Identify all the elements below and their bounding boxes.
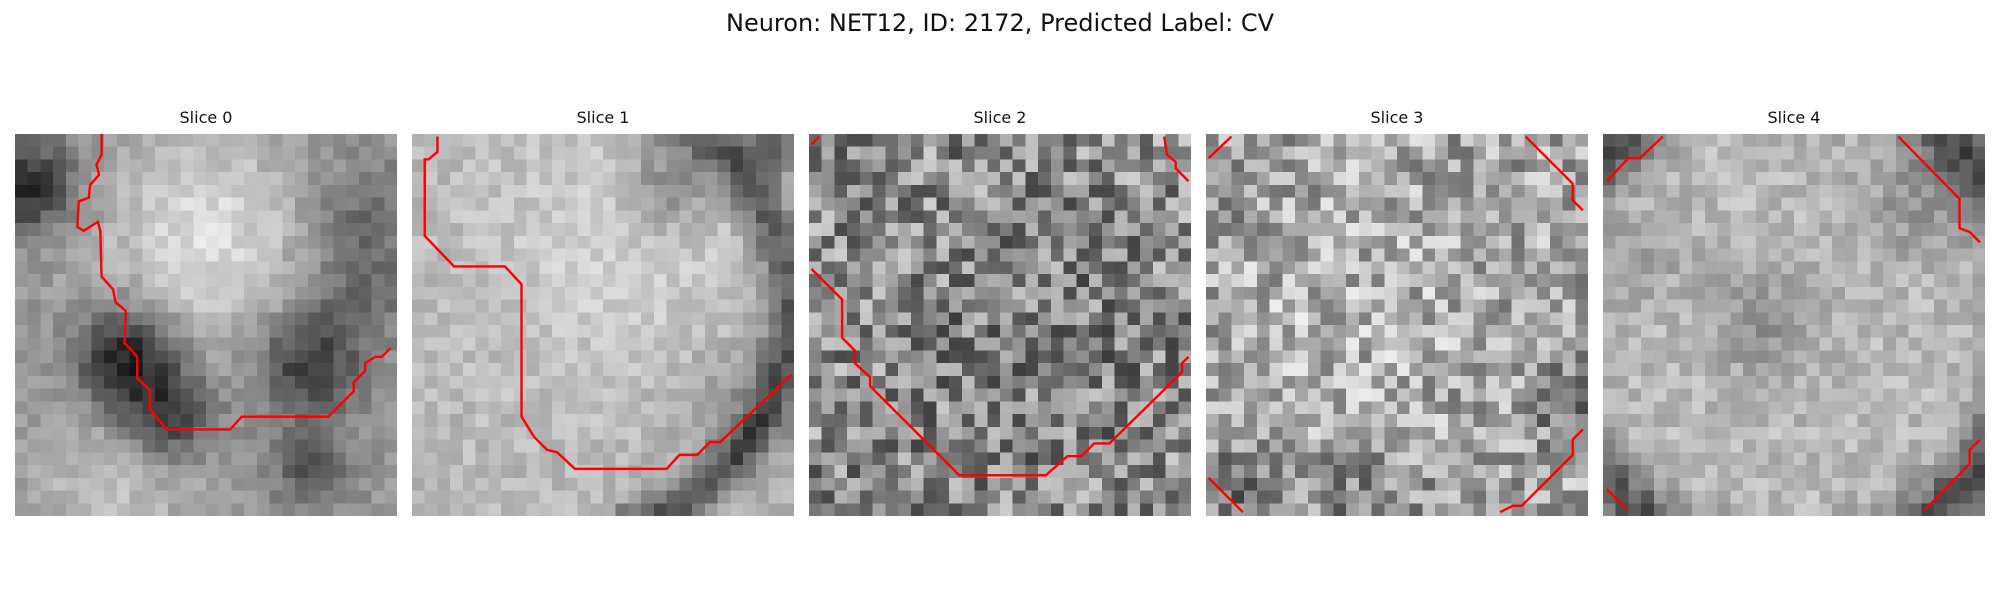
- segmentation-contour: [1499, 428, 1584, 514]
- segmentation-contour: [1207, 476, 1244, 514]
- segmentation-contour: [76, 134, 392, 431]
- slice-panel-2: Slice 2: [809, 108, 1191, 516]
- segmentation-contour: [810, 135, 821, 146]
- slice-image-4: [1603, 134, 1985, 516]
- slice-panel-1: Slice 1: [412, 108, 794, 516]
- segmentation-contour: [1897, 135, 1981, 244]
- segmentation-contour: [423, 136, 793, 471]
- slice-contour-overlay-4: [1605, 135, 1981, 512]
- segmentation-contour: [1163, 136, 1190, 182]
- segmentation-contour: [1524, 135, 1584, 212]
- slice-title-4: Slice 4: [1767, 108, 1821, 127]
- segmentation-contour: [1923, 438, 1981, 512]
- slice-panel-4: Slice 4: [1603, 108, 1985, 516]
- slice-title-1: Slice 1: [576, 108, 630, 127]
- slice-title-3: Slice 3: [1370, 108, 1424, 127]
- slice-image-1: [412, 134, 794, 516]
- segmentation-contour: [1207, 135, 1233, 160]
- slice-panel-3: Slice 3: [1206, 108, 1588, 516]
- slice-image-0: [15, 134, 397, 516]
- slice-image-3: [1206, 134, 1588, 516]
- slice-contour-overlay-3: [1207, 135, 1584, 514]
- slice-grayscale-4: [1603, 134, 1985, 516]
- slice-grayscale-3: [1206, 134, 1588, 516]
- slice-contour-overlay-1: [423, 136, 793, 471]
- slice-panel-0: Slice 0: [15, 108, 397, 516]
- segmentation-contour: [1605, 135, 1664, 182]
- slice-image-2: [809, 134, 1191, 516]
- segmentation-contour: [810, 268, 1190, 477]
- slice-contour-overlay-2: [810, 135, 1190, 477]
- slice-grayscale-1: [412, 134, 794, 516]
- slice-contour-overlay-0: [76, 134, 392, 431]
- slice-title-2: Slice 2: [973, 108, 1027, 127]
- segmentation-contour: [1605, 488, 1629, 511]
- slice-grayscale-0: [15, 134, 397, 516]
- slice-grayscale-2: [809, 134, 1191, 516]
- figure-title: Neuron: NET12, ID: 2172, Predicted Label…: [726, 9, 1274, 37]
- slice-title-0: Slice 0: [179, 108, 233, 127]
